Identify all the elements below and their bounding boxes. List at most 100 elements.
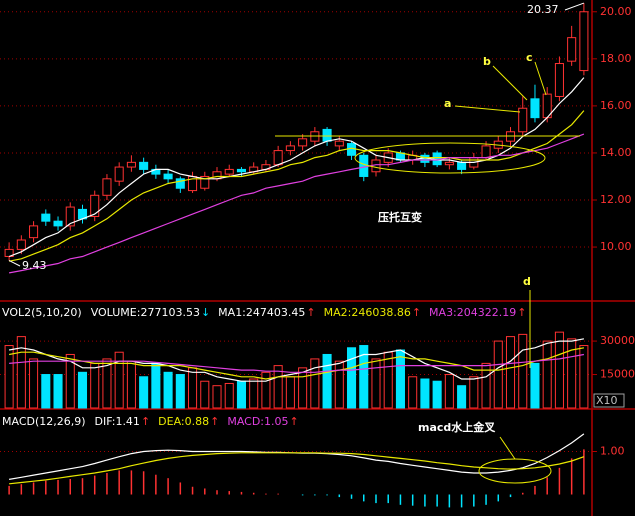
volume-bar — [383, 351, 393, 409]
candle-body — [298, 138, 308, 147]
candle-body — [518, 107, 528, 133]
low-label: 9.43 — [22, 259, 47, 272]
candle-body — [285, 145, 295, 152]
high-label: 20.37 — [527, 3, 559, 16]
volume-bar — [310, 358, 320, 409]
legend-label: MACD:1.05 — [227, 415, 288, 428]
leader — [534, 61, 547, 96]
annotation: b — [483, 55, 491, 68]
y-tick-label: 1.00 — [600, 445, 625, 458]
legend-label: VOL2(5,10,20) — [2, 306, 82, 319]
ma-line — [8, 110, 585, 262]
candle-body — [29, 225, 39, 239]
y-tick-label: 30000 — [600, 334, 635, 347]
volume-bar — [530, 362, 540, 409]
candle-body — [200, 175, 210, 189]
volume-bar — [481, 362, 491, 409]
volume-bar — [432, 380, 442, 409]
volume-bar — [212, 385, 222, 409]
legend-arrow: ↑ — [306, 306, 315, 319]
legend-label: DEA:0.88 — [158, 415, 209, 428]
volume-bar — [261, 371, 271, 409]
legend-label: MA3:204322.19 — [429, 306, 516, 319]
leader — [499, 436, 516, 460]
volume-bar — [567, 338, 577, 409]
volume-bar — [444, 374, 454, 409]
volume-bar — [334, 360, 344, 409]
volume-bar — [298, 367, 308, 409]
y-tick-label: 14.00 — [600, 146, 632, 159]
candle-body — [554, 63, 564, 97]
candle-body — [444, 161, 454, 166]
candle-body — [41, 213, 51, 222]
volume-bar — [505, 336, 516, 409]
y-tick-label: 12.00 — [600, 193, 632, 206]
candle-body — [102, 178, 112, 196]
y-tick-label: 20.00 — [600, 5, 632, 18]
candle-body — [530, 98, 540, 119]
volume-bar — [518, 333, 528, 409]
candle-body — [175, 178, 185, 189]
y-tick-label: 18.00 — [600, 52, 632, 65]
volume-bar — [139, 376, 149, 409]
legend-label: MA1:247403.45 — [218, 306, 305, 319]
volume-bar — [224, 382, 234, 409]
legend-arrow: ↑ — [412, 306, 421, 319]
candle-body — [359, 154, 369, 177]
legend-label: MACD(12,26,9) — [2, 415, 86, 428]
volume-bar — [236, 380, 247, 409]
ma-line — [8, 347, 585, 380]
candle-body — [371, 159, 381, 173]
volume-bar — [249, 378, 259, 409]
volume-bar — [16, 336, 26, 409]
ma-line — [8, 77, 585, 258]
candle-body — [90, 194, 100, 217]
annotation: a — [444, 97, 451, 110]
annotation: c — [526, 51, 533, 64]
legend-label: VOLUME:277103.53 — [91, 306, 200, 319]
candle-body — [334, 140, 344, 147]
volume-bar — [53, 374, 63, 409]
volume-bar — [151, 362, 161, 409]
volume-bar — [579, 345, 589, 409]
ma-line — [9, 353, 585, 373]
candle-body — [126, 161, 136, 168]
annotation: d — [523, 275, 531, 288]
volume-bar — [200, 380, 210, 409]
ma-line — [8, 133, 585, 274]
candle-body — [567, 37, 577, 62]
candle-body — [236, 168, 247, 173]
leader — [564, 2, 585, 11]
volume-bar — [102, 358, 112, 409]
unit-box — [593, 393, 625, 408]
legend-arrow: ↑ — [141, 415, 150, 428]
volume-bar — [554, 331, 564, 409]
candle-body — [420, 154, 430, 163]
volume-bar — [542, 340, 552, 409]
volume-bar — [322, 353, 332, 409]
highlight-ellipse — [354, 142, 546, 174]
candle-body — [139, 161, 149, 170]
candle-body — [114, 166, 124, 182]
legend-arrow: ↑ — [517, 306, 526, 319]
leader — [454, 105, 521, 113]
volume-bar — [359, 345, 369, 409]
volume-bar — [371, 358, 381, 409]
volume-bar — [163, 371, 173, 409]
candle-body — [163, 173, 173, 180]
candle-body — [224, 168, 234, 175]
candle-body — [579, 11, 589, 72]
y-tick-label: 16.00 — [600, 99, 632, 112]
annotation: 压托互变 — [378, 210, 422, 224]
volume-bar — [29, 358, 39, 409]
legend-arrow: ↑ — [290, 415, 299, 428]
y-tick-label: 15000 — [600, 368, 635, 381]
volume-bar — [395, 349, 405, 409]
volume-bar — [90, 362, 100, 409]
leader — [492, 65, 528, 101]
volume-bar — [4, 345, 14, 409]
legend-arrow: ↓ — [201, 306, 210, 319]
